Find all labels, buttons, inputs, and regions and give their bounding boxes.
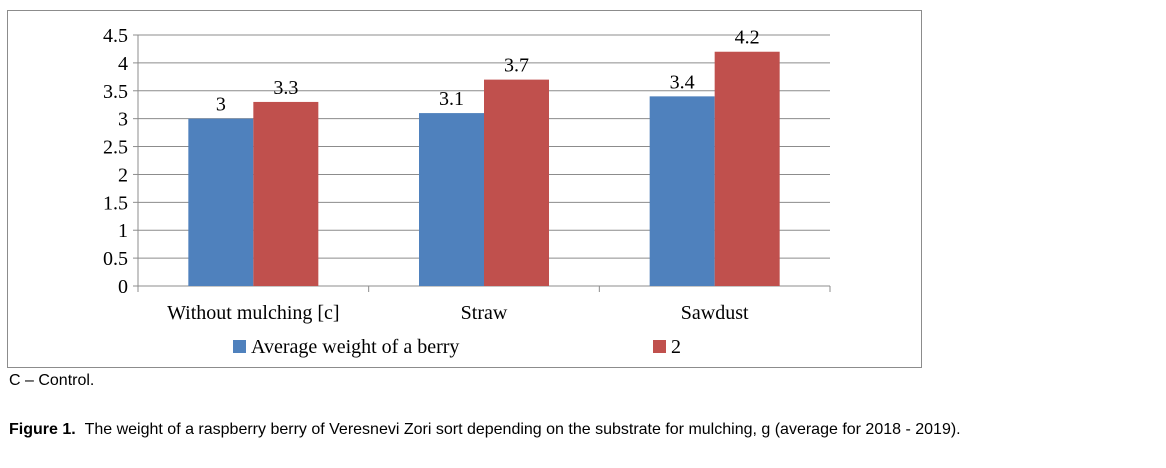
data-label: 4.2 (735, 27, 760, 49)
x-tick-label: Without mulching [c] (167, 302, 340, 324)
bar (714, 51, 780, 286)
data-label: 3 (216, 94, 226, 116)
caption-text: The weight of a raspberry berry of Veres… (84, 421, 961, 438)
bar-chart: 0 0.5 1 1.5 2 2.5 3 3.5 4 4.5 Without mulching [c]… (103, 25, 831, 358)
bar (649, 96, 715, 286)
y-tick-label: 3 (118, 109, 128, 131)
x-tick-label: Sawdust (681, 302, 749, 324)
chart-frame: 0 0.5 1 1.5 2 2.5 3 3.5 4 4.5 Without mulching [c]… (7, 10, 922, 368)
footnote: C – Control. (9, 372, 95, 389)
data-label: 3.4 (670, 71, 695, 93)
bar (188, 118, 254, 287)
y-tick-label: 0.5 (103, 248, 128, 270)
bar (484, 79, 549, 286)
data-label: 3.7 (504, 55, 529, 77)
caption-label: Figure 1. (9, 421, 76, 438)
y-tick-label: 2 (118, 164, 128, 186)
y-tick-label: 2.5 (103, 137, 128, 159)
bar (253, 101, 319, 286)
legend-label: Average weight of a berry (251, 336, 459, 358)
bar (419, 113, 484, 286)
data-label: 3.1 (439, 88, 464, 110)
y-tick-label: 0 (118, 276, 128, 298)
legend-swatch (233, 340, 246, 353)
legend-swatch (653, 340, 666, 353)
y-tick-label: 1 (118, 220, 128, 242)
x-tick-label: Straw (461, 302, 508, 324)
legend-label: 2 (671, 336, 681, 358)
y-tick-label: 3.5 (103, 81, 128, 103)
y-tick-label: 1.5 (103, 192, 128, 214)
figure-caption: Figure 1. The weight of a raspberry berr… (9, 420, 1159, 440)
y-tick-label: 4 (118, 53, 128, 75)
y-tick-label: 4.5 (103, 25, 128, 47)
data-label: 3.3 (273, 77, 298, 99)
